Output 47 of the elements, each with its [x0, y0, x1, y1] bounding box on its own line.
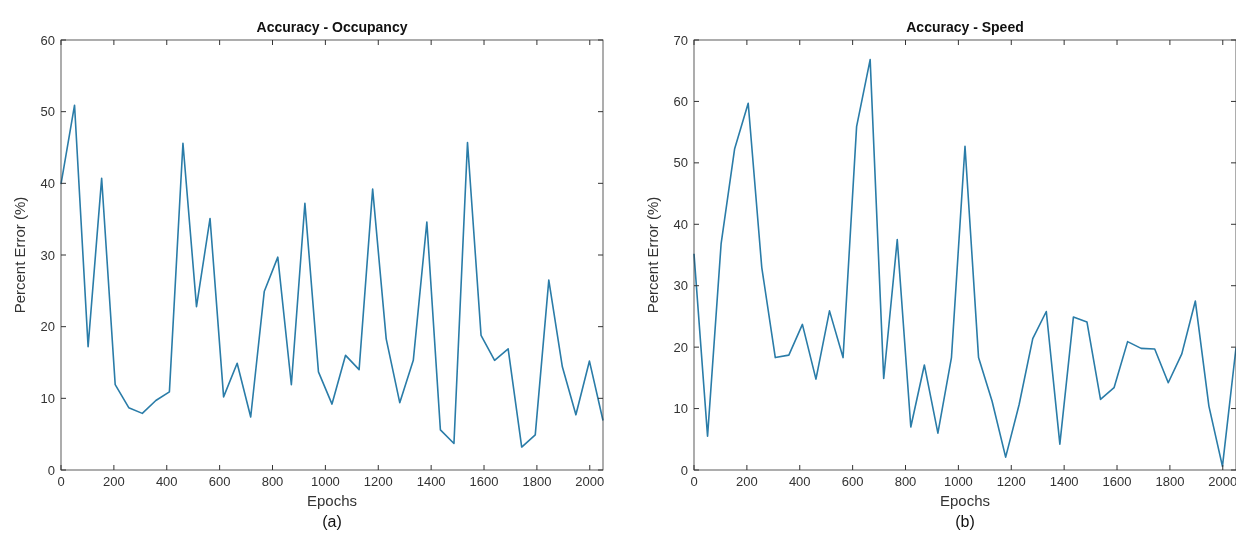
x-tick-label: 400 [788, 474, 811, 489]
x-tick-label: 600 [841, 474, 864, 489]
x-tick-label: 400 [155, 474, 178, 489]
y-axis-title: Percent Error (%) [11, 196, 28, 314]
x-tick-label: 800 [894, 474, 917, 489]
x-tick-label: 1200 [996, 474, 1026, 489]
x-tick-label: 1800 [522, 474, 552, 489]
y-tick-label: 0 [680, 462, 688, 478]
y-tick-label: 10 [673, 401, 688, 417]
text: (a) [322, 513, 342, 530]
x-axis-title: Epochs [939, 492, 991, 509]
y-tick-label: 50 [673, 155, 688, 171]
x-axis-title: Epochs [306, 492, 358, 509]
text: (b) [955, 513, 975, 530]
x-tick-label: 1600 [469, 474, 499, 489]
line-series [693, 58, 1236, 468]
x-tick-label: 1000 [310, 474, 340, 489]
y-tick-label: 30 [673, 278, 688, 294]
x-tick-label: 600 [208, 474, 231, 489]
x-tick-label: 1000 [943, 474, 973, 489]
x-tick-label: 1400 [416, 474, 446, 489]
x-tick-label: 1200 [363, 474, 393, 489]
y-tick-label: 60 [673, 93, 688, 109]
y-tick-label: 60 [40, 32, 55, 48]
x-tick-label: 200 [736, 474, 758, 489]
x-tick-label: 0 [57, 474, 65, 489]
x-tick-label: 800 [261, 474, 284, 489]
y-tick-label: 40 [40, 175, 55, 191]
x-tick-label: 2000 [575, 474, 605, 489]
y-tick-label: 30 [40, 247, 55, 263]
x-tick-label: 1600 [1102, 474, 1132, 489]
x-tick-label: 1800 [1155, 474, 1185, 489]
x-tick-label: 2000 [1208, 474, 1238, 489]
line-series [60, 104, 604, 448]
y-axis-title: Percent Error (%) [644, 196, 661, 314]
chart-title: Accuracy - Occupancy [256, 19, 408, 35]
y-tick-label: 20 [40, 319, 55, 335]
y-tick-label: 50 [40, 104, 55, 120]
y-tick-label: 10 [40, 390, 55, 406]
x-tick-label: 200 [103, 474, 125, 489]
y-tick-label: 20 [673, 339, 688, 355]
y-tick-label: 70 [673, 32, 688, 48]
chart-title: Accuracy - Speed [906, 19, 1024, 35]
x-tick-label: 0 [690, 474, 698, 489]
y-tick-label: 40 [673, 216, 688, 232]
x-tick-label: 1400 [1049, 474, 1079, 489]
y-tick-label: 0 [47, 462, 55, 478]
